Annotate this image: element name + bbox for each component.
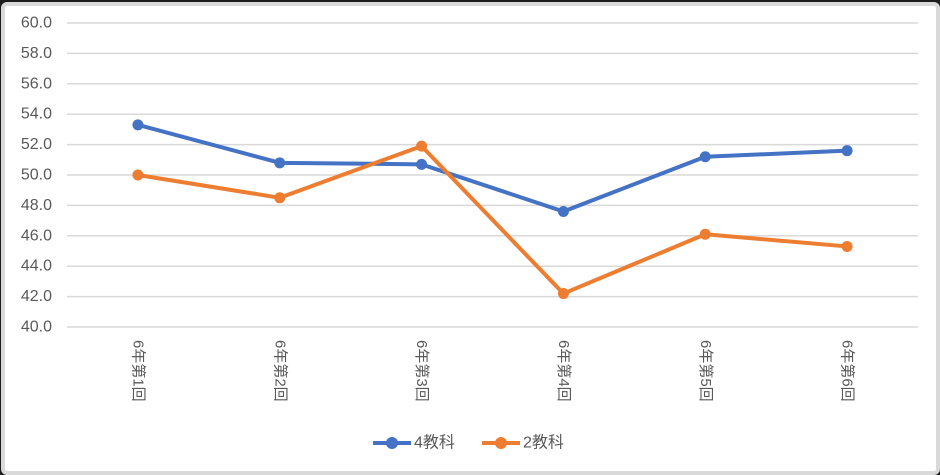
x-category-label: 6年第5回 [697,340,715,402]
data-point [274,192,286,204]
data-point [132,169,144,181]
legend-label: 4教科 [414,434,455,452]
x-category-label: 6年第4回 [555,340,573,402]
data-point [557,288,569,300]
data-point [699,228,711,240]
data-point [274,157,286,169]
legend-marker [386,437,398,449]
x-category-label: 6年第3回 [413,340,431,402]
y-tick-label: 48.0 [21,197,52,214]
y-tick-label: 42.0 [21,288,52,305]
data-point [416,140,428,152]
x-category-label: 6年第1回 [129,340,147,402]
y-tick-label: 56.0 [21,75,52,92]
y-tick-label: 58.0 [21,45,52,62]
y-tick-label: 50.0 [21,167,52,184]
x-category-label: 6年第6回 [839,340,857,402]
data-point [132,119,144,131]
data-point [557,205,569,217]
y-tick-label: 46.0 [21,227,52,244]
y-tick-label: 40.0 [21,319,52,336]
data-point [841,240,853,252]
y-tick-label: 60.0 [21,15,52,32]
series-line-1 [135,144,850,296]
data-point [841,145,853,157]
y-tick-label: 52.0 [21,136,52,153]
legend-marker [495,437,507,449]
y-tick-label: 54.0 [21,106,52,123]
data-point [699,151,711,163]
legend-label: 2教科 [523,434,564,452]
series-line-0 [135,122,850,214]
y-tick-label: 44.0 [21,258,52,275]
x-category-label: 6年第2回 [271,340,289,402]
data-point [416,158,428,170]
